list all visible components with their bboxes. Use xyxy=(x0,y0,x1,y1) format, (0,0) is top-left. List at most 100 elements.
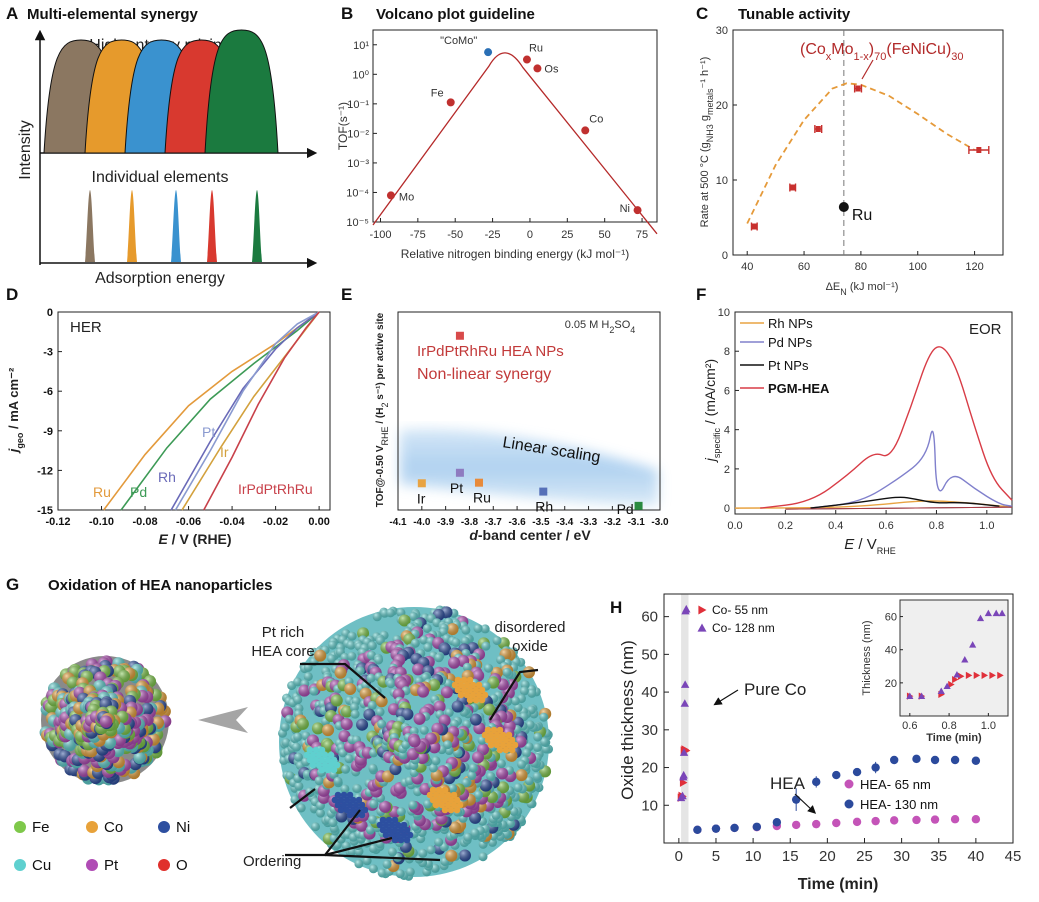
atom-shade xyxy=(328,640,338,650)
atom-shade xyxy=(362,856,372,866)
chart-h-point-hea-130-nm xyxy=(852,767,862,777)
ordered-atom xyxy=(472,696,480,704)
chart-f-frame xyxy=(734,311,1013,515)
legend-label-o: O xyxy=(176,857,188,874)
atom-shade xyxy=(446,623,459,636)
chart-d-xtick-label: -0.08 xyxy=(133,516,158,528)
legend-dot-fe xyxy=(14,821,26,833)
chart-h-ytick-label: 30 xyxy=(641,722,658,739)
chart-h-highlight-band xyxy=(681,594,689,843)
atom-shade xyxy=(413,712,426,725)
chart-h-xlabel: Time (min) xyxy=(798,876,879,893)
ordered-atom xyxy=(352,801,360,809)
volcano-point-label: Co xyxy=(589,113,603,125)
ordered-atom xyxy=(484,736,492,744)
volcano-point-label: Ni xyxy=(620,203,630,215)
ordered-atom xyxy=(406,831,414,839)
atom-shade xyxy=(335,810,348,823)
chart-d-curve-label: Ru xyxy=(93,484,111,500)
ordered-atom xyxy=(481,731,489,739)
inset-point-co-55-nm xyxy=(981,671,989,679)
chart-h-point-co-128-nm xyxy=(679,770,688,779)
atom-shade xyxy=(338,730,351,743)
chart-b-ytick-label: 10¹ xyxy=(353,40,369,52)
chart-f-xtick-label: 0.4 xyxy=(828,520,843,532)
chart-h-point-hea-130-nm xyxy=(693,825,702,834)
panel-a-letter: A xyxy=(6,4,18,23)
atom-shade xyxy=(408,611,418,621)
volcano-point-fe xyxy=(446,98,455,107)
panel-g-callout-lines xyxy=(285,662,539,862)
ordered-atom xyxy=(435,796,443,804)
panel-c-formula-pointer xyxy=(861,59,874,80)
chart-c-xlabel: ΔEN (kJ mol⁻¹) xyxy=(826,281,899,297)
inset-frame xyxy=(899,599,1009,717)
atom-shade xyxy=(428,763,438,773)
volcano-point-label: Os xyxy=(544,63,559,75)
ordered-atom xyxy=(388,831,396,839)
atom-shade xyxy=(281,738,291,748)
atom-shade xyxy=(470,828,480,838)
volcano-point-os xyxy=(533,64,542,73)
ordered-atom xyxy=(318,766,326,774)
chart-e-point-irpdptrhru xyxy=(455,331,464,340)
annotation-pure-co: Pure Co xyxy=(744,680,806,699)
individual-peak-3 xyxy=(171,190,181,262)
chart-e-point-rh xyxy=(539,487,548,496)
atom-shade xyxy=(496,759,506,769)
atom-shade xyxy=(430,863,440,873)
chart-e-point-label: Pd xyxy=(617,501,634,517)
mixed-peak-5 xyxy=(204,29,279,154)
inset-point-co-55-nm xyxy=(973,671,981,679)
ordered-atom xyxy=(447,796,455,804)
callout-pt-rich: Pt rich xyxy=(262,624,305,641)
chart-e-xtick-label: -3.5 xyxy=(532,517,550,528)
callout-oxide: oxide xyxy=(512,638,548,655)
atom-shade xyxy=(303,672,313,682)
atom-shade xyxy=(496,767,509,780)
panel-d: D -0.12 -0.10 -0.08 -0.06 -0.04 -0.02 0.000-3-… xyxy=(6,285,331,547)
ordered-atom xyxy=(400,821,408,829)
atom-shade xyxy=(479,779,492,792)
ordered-atom xyxy=(306,746,314,754)
ordered-atom xyxy=(505,741,513,749)
ordered-atom xyxy=(466,696,474,704)
ordered-atom xyxy=(355,796,363,804)
atom-shade xyxy=(486,771,496,781)
ordered-atom xyxy=(450,801,458,809)
chart-h-frame xyxy=(663,593,1014,844)
chart-f-xtick-label: 0.8 xyxy=(929,520,944,532)
atom-shade xyxy=(322,724,335,737)
chart-h: 0 5 10 15 20 25 30 35 40 45 10 20 30 40 50 60 Time (min)… xyxy=(618,593,1021,893)
chart-f-return-pgm-hea xyxy=(785,506,1013,510)
chart-b-xtick-label: 50 xyxy=(599,229,611,241)
oxidation-arrow xyxy=(198,707,248,733)
ordered-atom xyxy=(312,746,320,754)
chart-h-point-hea-65-nm xyxy=(832,818,841,828)
inset-point-co-128-nm xyxy=(992,609,1000,617)
chart-e-electrolyte: 0.05 M H2SO4 xyxy=(565,319,636,335)
chart-h-ytick-label: 60 xyxy=(641,609,658,626)
ordered-atom xyxy=(502,736,510,744)
atom-shade xyxy=(434,653,444,663)
atom-shade xyxy=(469,811,482,824)
ordered-atom xyxy=(472,686,480,694)
atom-shade xyxy=(314,776,324,786)
volcano-point-label: Mo xyxy=(399,191,414,203)
atom-shade xyxy=(133,751,146,764)
ordered-atom xyxy=(496,726,504,734)
ordered-atom xyxy=(511,741,519,749)
chart-e-xlabel: d-band center / eV xyxy=(469,527,591,543)
atom-shade xyxy=(294,752,304,762)
chart-f-curve-rh-nps xyxy=(734,500,1013,509)
atom-shade xyxy=(405,867,415,877)
chart-c-point-1 xyxy=(751,223,757,230)
atom-shade xyxy=(291,742,301,752)
panel-g-letter: G xyxy=(6,575,19,594)
chart-e-xtick-label: -3.8 xyxy=(461,517,479,528)
atom-shade xyxy=(381,770,394,783)
panel-e-letter: E xyxy=(341,285,352,304)
chart-e-xtick-label: -3.0 xyxy=(651,517,669,528)
ordered-atom xyxy=(391,826,399,834)
chart-e-point-label: Ir xyxy=(417,490,426,506)
